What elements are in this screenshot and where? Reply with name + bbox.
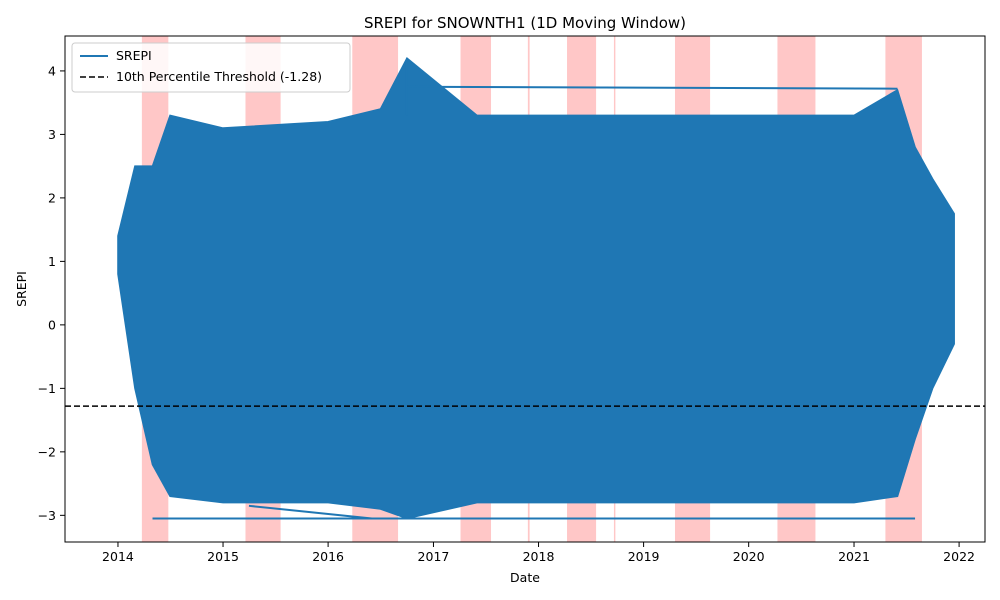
y-tick-label--1: −1: [38, 381, 56, 396]
y-axis-label: SREPI: [14, 271, 29, 307]
x-tick-label-2021: 2021: [838, 549, 870, 564]
x-tick-label-2019: 2019: [628, 549, 660, 564]
y-axis: −3 −2 −1 0 1 2 3 4: [38, 63, 65, 523]
y-tick-label-1: 1: [48, 254, 56, 269]
srepi-series: [117, 57, 955, 520]
legend-label-threshold: 10th Percentile Threshold (-1.28): [116, 69, 322, 84]
x-tick-label-2022: 2022: [943, 549, 975, 564]
x-tick-label-2017: 2017: [418, 549, 450, 564]
y-tick-label--2: −2: [38, 444, 56, 459]
legend: SREPI 10th Percentile Threshold (-1.28): [71, 42, 351, 93]
x-axis-label: Date: [510, 570, 540, 585]
x-tick-label-2016: 2016: [312, 549, 344, 564]
x-tick-label-2020: 2020: [733, 549, 765, 564]
x-tick-label-2014: 2014: [102, 549, 134, 564]
y-tick-label--3: −3: [38, 508, 56, 523]
srepi-envelope: [117, 57, 955, 520]
srepi-min-descent: [248, 504, 372, 520]
y-tick-label-3: 3: [48, 127, 56, 142]
x-tick-label-2015: 2015: [207, 549, 239, 564]
x-tick-label-2018: 2018: [523, 549, 555, 564]
legend-label-srepi: SREPI: [116, 48, 152, 63]
chart-title: SREPI for SNOWNTH1 (1D Moving Window): [364, 14, 686, 32]
y-tick-label-4: 4: [48, 63, 56, 78]
y-tick-label-0: 0: [48, 317, 56, 332]
plot-frame: [64, 35, 986, 543]
srepi-upper-trace: [406, 85, 898, 90]
legend-box: [71, 42, 351, 93]
x-axis: 2014 2015 2016 2017 2018 2019 2020 2021 2022: [102, 542, 975, 564]
y-tick-label-2: 2: [48, 190, 56, 205]
